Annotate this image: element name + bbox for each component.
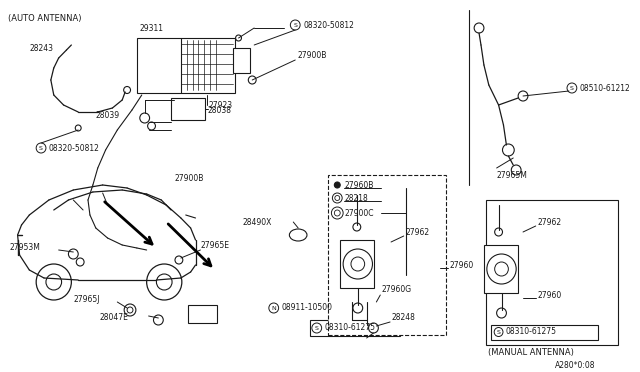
- Circle shape: [332, 207, 343, 219]
- Circle shape: [147, 264, 182, 300]
- Circle shape: [487, 254, 516, 284]
- Text: 28218: 28218: [344, 193, 368, 202]
- Text: 28248: 28248: [391, 314, 415, 323]
- Circle shape: [334, 182, 340, 188]
- Circle shape: [335, 196, 340, 201]
- Text: 27965M: 27965M: [497, 170, 527, 180]
- Text: 28490X: 28490X: [243, 218, 272, 227]
- Circle shape: [495, 262, 508, 276]
- Text: 27965E: 27965E: [200, 241, 229, 250]
- Bar: [484, 245, 518, 293]
- Text: 27962: 27962: [406, 228, 430, 237]
- Circle shape: [353, 303, 363, 313]
- Bar: [491, 325, 598, 340]
- Circle shape: [567, 83, 577, 93]
- Circle shape: [248, 76, 256, 84]
- Text: S: S: [293, 22, 297, 28]
- Text: (MANUAL ANTENNA): (MANUAL ANTENNA): [488, 347, 573, 356]
- Text: N: N: [271, 305, 276, 311]
- Bar: [233, 48, 250, 73]
- Circle shape: [353, 223, 361, 231]
- Circle shape: [495, 228, 502, 236]
- Bar: [310, 320, 400, 336]
- Text: 27965J: 27965J: [74, 295, 100, 305]
- Text: S: S: [315, 326, 319, 330]
- Text: 28038: 28038: [207, 106, 231, 115]
- Circle shape: [518, 91, 528, 101]
- Circle shape: [343, 249, 372, 279]
- Bar: [486, 200, 618, 345]
- Text: 28047E: 28047E: [100, 314, 129, 323]
- Text: 27900B: 27900B: [297, 51, 326, 60]
- Text: A280*0:08: A280*0:08: [556, 360, 596, 369]
- Circle shape: [148, 122, 156, 130]
- Circle shape: [76, 125, 81, 131]
- Bar: [137, 38, 235, 93]
- Text: S: S: [39, 145, 43, 151]
- Text: 27960B: 27960B: [344, 180, 374, 189]
- Circle shape: [474, 23, 484, 33]
- Circle shape: [154, 315, 163, 325]
- Text: S: S: [497, 330, 500, 334]
- Bar: [340, 240, 374, 288]
- Text: 27960: 27960: [538, 291, 562, 299]
- Circle shape: [236, 35, 241, 41]
- Circle shape: [127, 307, 133, 313]
- Circle shape: [494, 327, 503, 337]
- Text: 28243: 28243: [29, 44, 53, 52]
- Text: 08310-61275: 08310-61275: [506, 327, 556, 337]
- Circle shape: [269, 303, 278, 313]
- Circle shape: [36, 143, 46, 153]
- Text: 27900C: 27900C: [344, 208, 374, 218]
- Circle shape: [156, 274, 172, 290]
- Text: 28039: 28039: [96, 110, 120, 119]
- Circle shape: [502, 144, 514, 156]
- Circle shape: [46, 274, 61, 290]
- Text: 27962: 27962: [538, 218, 562, 227]
- Bar: [328, 175, 446, 335]
- Circle shape: [312, 323, 322, 333]
- Text: S: S: [570, 86, 574, 90]
- Circle shape: [175, 256, 183, 264]
- Text: 08320-50812: 08320-50812: [49, 144, 100, 153]
- Text: 27960: 27960: [450, 260, 474, 269]
- Text: 08320-50812: 08320-50812: [303, 20, 354, 29]
- Circle shape: [351, 257, 365, 271]
- Text: 27900B: 27900B: [174, 173, 204, 183]
- Bar: [188, 305, 217, 323]
- Circle shape: [124, 304, 136, 316]
- Text: 08310-61275: 08310-61275: [324, 324, 376, 333]
- Text: 27923: 27923: [208, 100, 232, 109]
- Circle shape: [291, 20, 300, 30]
- Circle shape: [140, 113, 150, 123]
- Circle shape: [76, 258, 84, 266]
- Circle shape: [124, 87, 131, 93]
- Bar: [171, 98, 205, 120]
- Circle shape: [36, 264, 72, 300]
- Ellipse shape: [289, 229, 307, 241]
- Text: 29311: 29311: [140, 23, 164, 32]
- Circle shape: [332, 193, 342, 203]
- Text: 27960G: 27960G: [381, 285, 412, 295]
- Circle shape: [334, 210, 340, 216]
- Circle shape: [497, 308, 506, 318]
- Text: 08911-10500: 08911-10500: [282, 304, 333, 312]
- Circle shape: [511, 165, 521, 175]
- Circle shape: [369, 323, 378, 333]
- Text: (AUTO ANTENNA): (AUTO ANTENNA): [8, 13, 81, 22]
- Circle shape: [68, 249, 78, 259]
- Text: 27953M: 27953M: [10, 244, 41, 253]
- Text: 08510-61212: 08510-61212: [580, 83, 630, 93]
